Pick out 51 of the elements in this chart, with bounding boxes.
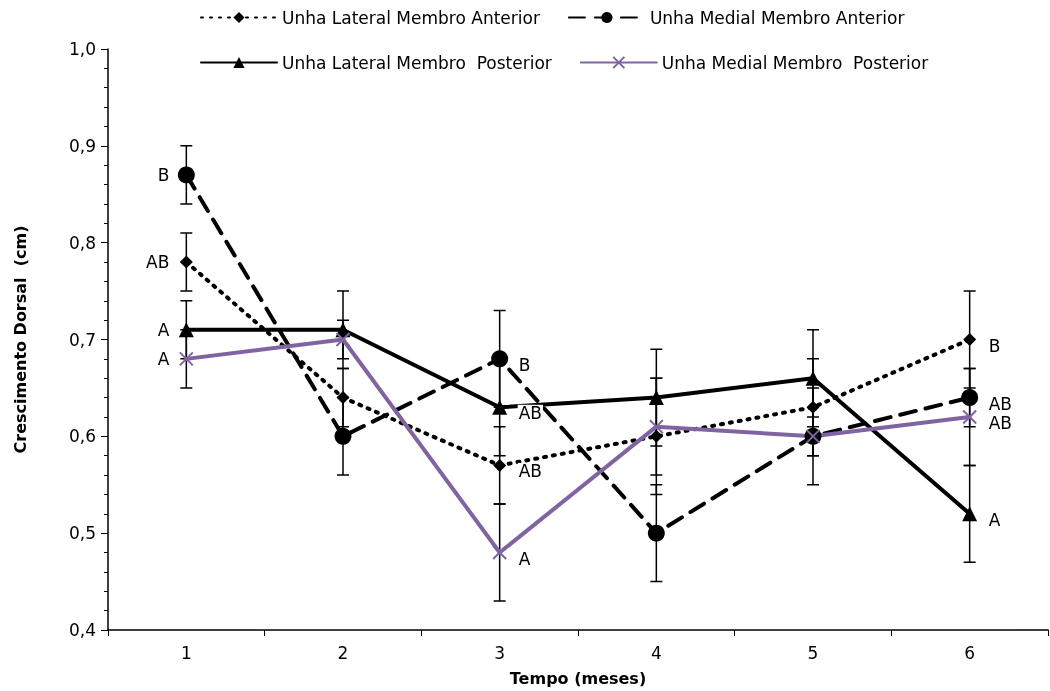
annotation: AB (518, 461, 542, 482)
annotation: B (518, 354, 531, 375)
point (178, 322, 194, 338)
y-tick-label: 0,7 (68, 329, 96, 350)
x-tick-label: 1 (180, 642, 192, 663)
point (179, 255, 193, 269)
point (493, 458, 507, 472)
y-tick-label: 0,4 (68, 620, 96, 640)
annotation: A (988, 509, 1001, 530)
legend-label: Unha Lateral Membro Posterior (282, 52, 552, 73)
annotation: B (157, 164, 170, 185)
legend-label: Unha Lateral Membro Anterior (282, 7, 540, 28)
annotation: AB (988, 412, 1012, 433)
point (962, 506, 978, 522)
point (806, 400, 820, 414)
point (963, 333, 977, 346)
point (336, 391, 350, 405)
point (492, 399, 508, 415)
point (805, 370, 821, 386)
annotation: AB (518, 403, 542, 424)
annotation: A (157, 319, 170, 340)
y-tick-label: 0,6 (68, 426, 96, 447)
legend-label: Unha Medial Membro Posterior (661, 52, 929, 73)
annotation: AB (988, 393, 1012, 414)
point (492, 545, 508, 561)
point (177, 166, 195, 184)
point (647, 524, 665, 542)
point (178, 351, 194, 367)
x-tick-label: 3 (494, 642, 506, 663)
point (649, 429, 663, 443)
point (334, 427, 352, 445)
annotation: AB (146, 252, 170, 273)
point (961, 389, 979, 407)
point (648, 390, 664, 406)
y-tick-label: 0,8 (68, 232, 96, 253)
x-tick-label: 4 (650, 642, 662, 663)
legend-label: Unha Medial Membro Anterior (649, 7, 905, 28)
point (648, 419, 664, 435)
y-tick-label: 0,9 (68, 135, 96, 156)
y-axis-title: Crescimento Dorsal (cm) (10, 225, 30, 454)
x-tick-label: 5 (807, 642, 819, 663)
annotation: A (518, 548, 531, 569)
annotation: B (988, 335, 1001, 356)
point (962, 409, 978, 425)
x-tick-label: 6 (964, 642, 976, 663)
y-tick-label: 1,0 (68, 39, 96, 59)
x-tick-label: 2 (337, 642, 349, 663)
x-axis-title: Tempo (meses) (509, 668, 647, 688)
point (491, 350, 509, 368)
y-tick-label: 0,5 (68, 523, 96, 544)
annotation: A (157, 348, 170, 369)
